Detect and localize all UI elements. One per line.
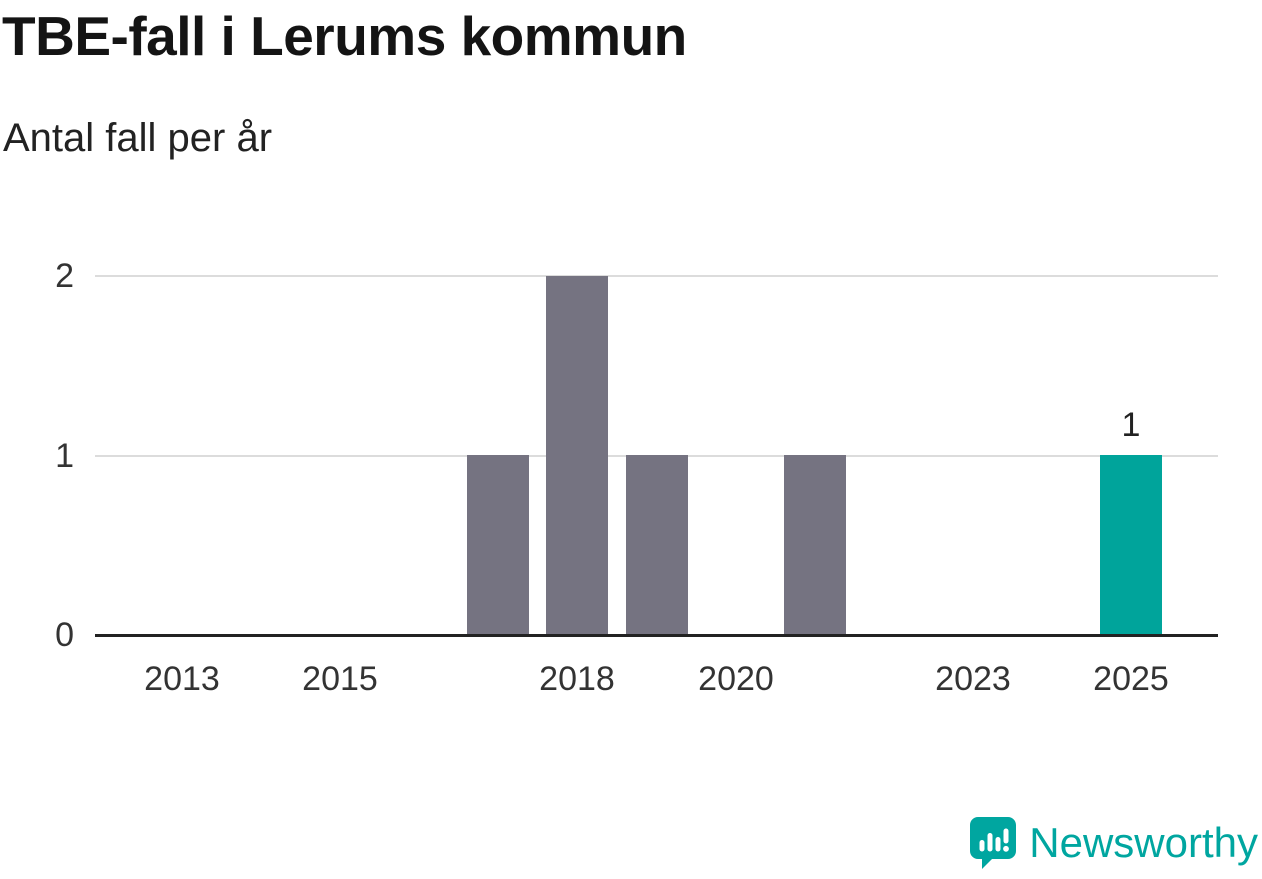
bar-2025 bbox=[1100, 455, 1162, 635]
y-axis-tick-label: 2 bbox=[55, 257, 74, 295]
y-axis-tick-label: 0 bbox=[55, 616, 74, 654]
y-axis-tick-label: 1 bbox=[55, 437, 74, 475]
x-axis-tick-label: 2013 bbox=[144, 660, 220, 698]
x-axis-tick-label: 2025 bbox=[1093, 660, 1169, 698]
bar-2018 bbox=[546, 276, 608, 635]
bar-value-label: 1 bbox=[1121, 406, 1141, 444]
gridline bbox=[95, 275, 1218, 277]
x-axis-tick-label: 2020 bbox=[698, 660, 774, 698]
chart-subtitle: Antal fall per år bbox=[3, 116, 273, 160]
newsworthy-logo: Newsworthy bbox=[969, 816, 1258, 869]
x-axis-tick-label: 2018 bbox=[539, 660, 615, 698]
bar-2019 bbox=[626, 455, 688, 635]
x-axis-tick-label: 2015 bbox=[302, 660, 378, 698]
bar-2021 bbox=[784, 455, 846, 635]
bar-2017 bbox=[467, 455, 529, 635]
x-axis-tick-label: 2023 bbox=[935, 660, 1011, 698]
x-axis-line bbox=[95, 634, 1218, 637]
newsworthy-logo-icon bbox=[970, 817, 1017, 869]
newsworthy-logo-text: Newsworthy bbox=[1029, 818, 1258, 866]
chart-title: TBE-fall i Lerums kommun bbox=[2, 5, 687, 67]
